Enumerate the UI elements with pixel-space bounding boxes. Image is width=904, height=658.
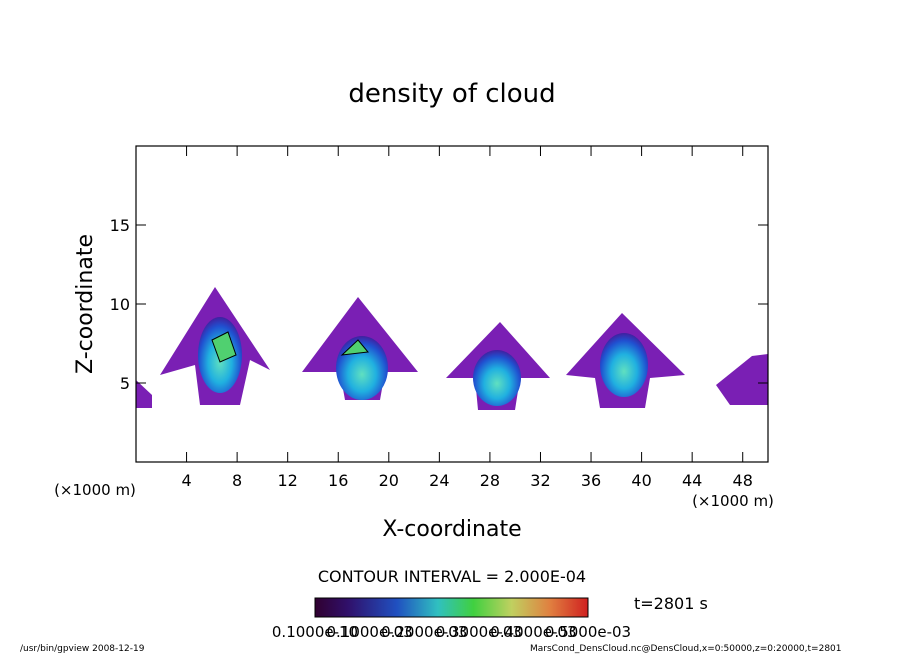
time-label: t=2801 s (634, 594, 708, 613)
colorbar-label: 0.5000e-03 (545, 623, 631, 641)
cloud-field (136, 287, 768, 410)
y-tick-label: 15 (110, 216, 130, 235)
colorbar-label: 0.2000e-03 (381, 623, 467, 641)
x-tick-label: 28 (480, 471, 500, 490)
y-tick-label: 5 (120, 374, 130, 393)
x-axis-label: X-coordinate (382, 517, 521, 542)
colorbar (314, 597, 589, 618)
x-tick-label: 24 (429, 471, 449, 490)
x-tick-label: 36 (581, 471, 601, 490)
chart-title: density of cloud (348, 79, 555, 109)
x-tick-label: 12 (278, 471, 298, 490)
colorbar-label: 0.1000e-03 (326, 623, 412, 641)
x-tick-label: 8 (232, 471, 242, 490)
y-axis-label: Z-coordinate (73, 234, 98, 374)
x-tick-label: 16 (328, 471, 348, 490)
footer-right: MarsCond_DensCloud.nc@DensCloud,x=0:5000… (530, 644, 842, 654)
colorbar-label: 0.1000e-10 (272, 623, 358, 641)
contour-interval: CONTOUR INTERVAL = 2.000E-04 (318, 567, 586, 586)
colorbar-label: 0.3000e-03 (436, 623, 522, 641)
y-unit: (×1000 m) (54, 481, 136, 499)
plot-frame (135, 145, 769, 463)
x-tick-label: 40 (631, 471, 651, 490)
footer-left: /usr/bin/gpview 2008-12-19 (20, 644, 145, 654)
x-tick-label: 4 (181, 471, 191, 490)
colorbar-label: 0.4000e-03 (490, 623, 576, 641)
x-unit: (×1000 m) (692, 492, 774, 510)
x-tick-label: 20 (379, 471, 399, 490)
x-tick-label: 32 (530, 471, 550, 490)
x-tick-label: 48 (733, 471, 753, 490)
x-tick-label: 44 (682, 471, 702, 490)
y-tick-label: 10 (110, 295, 130, 314)
